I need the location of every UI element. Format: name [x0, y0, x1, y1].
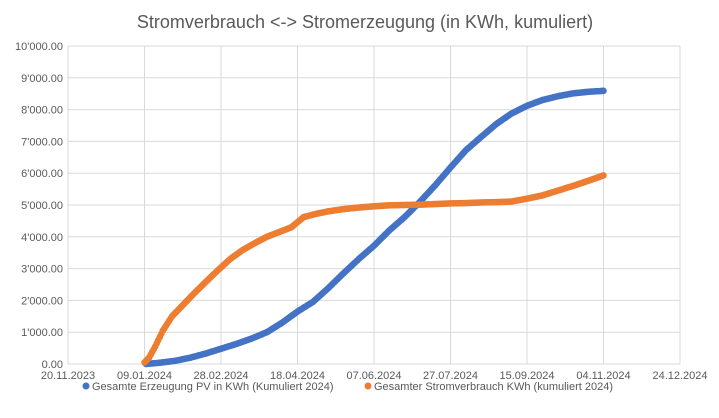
data-point [600, 172, 607, 179]
x-tick-labels: 20.11.2023 09.01.2024 28.02.2024 18.04.2024… [41, 370, 708, 382]
x-tick-label: 28.02.2024 [193, 370, 248, 382]
series-0 [142, 87, 607, 368]
y-tick-label: 8'000.00 [21, 105, 63, 117]
y-tick-label: 2'000.00 [21, 295, 63, 307]
y-tick-label: 4'000.00 [21, 232, 63, 244]
x-tick-label: 18.04.2024 [270, 370, 325, 382]
y-tick-label: 9'000.00 [21, 73, 63, 85]
x-tick-label: 20.11.2023 [41, 370, 95, 382]
chart-title: Stromverbrauch <-> Stromerzeugung (in KW… [137, 12, 593, 32]
y-tick-label: 6'000.00 [21, 168, 63, 180]
series-layer [141, 87, 607, 368]
legend-marker-verbrauch [364, 382, 372, 390]
x-tick-label: 27.07.2024 [423, 370, 478, 382]
x-tick-label: 15.09.2024 [499, 370, 554, 382]
data-point [600, 87, 607, 95]
series-1 [141, 172, 607, 366]
x-tick-label: 07.06.2024 [346, 370, 401, 382]
legend-marker-pv [82, 382, 90, 390]
y-tick-label: 0.00 [42, 359, 63, 371]
y-tick-label: 3'000.00 [21, 264, 63, 276]
legend: Gesamte Erzeugung PV in KWh (Kumuliert 2… [82, 381, 613, 393]
x-tick-label: 24.12.2024 [652, 370, 707, 382]
legend-label-pv: Gesamte Erzeugung PV in KWh (Kumuliert 2… [92, 381, 334, 393]
y-tick-labels: 0.00 1'000.00 2'000.00 3'000.00 4'000.00 5'00… [15, 41, 63, 371]
y-tick-label: 10'000.00 [15, 41, 63, 53]
y-tick-label: 1'000.00 [21, 327, 63, 339]
legend-item-verbrauch: Gesamter Stromverbrauch KWh (kumuliert 2… [364, 381, 613, 393]
x-tick-label: 04.11.2024 [576, 370, 630, 382]
x-tick-label: 09.01.2024 [117, 370, 172, 382]
legend-item-pv: Gesamte Erzeugung PV in KWh (Kumuliert 2… [82, 381, 334, 393]
y-tick-label: 7'000.00 [21, 136, 63, 148]
legend-label-verbrauch: Gesamter Stromverbrauch KWh (kumuliert 2… [374, 381, 613, 393]
y-tick-label: 5'000.00 [21, 200, 63, 212]
